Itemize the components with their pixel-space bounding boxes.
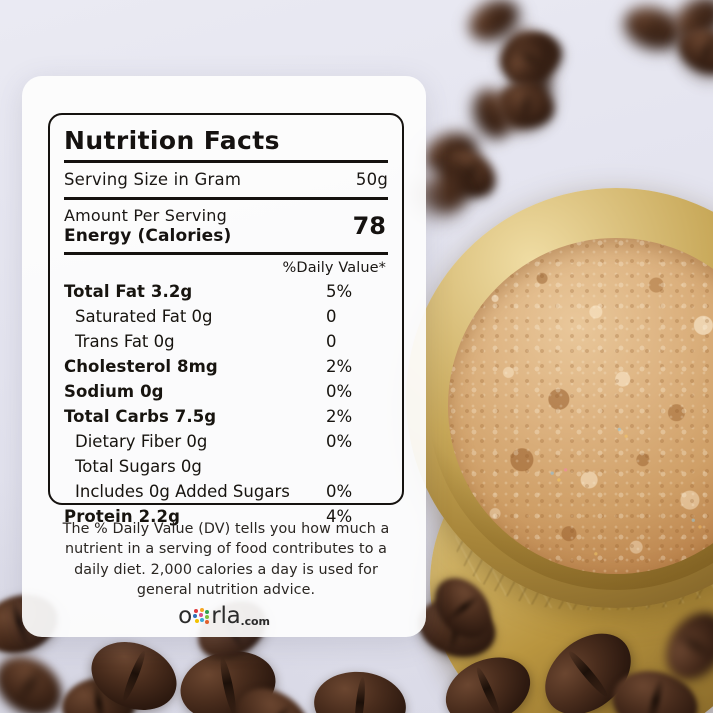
energy-calories-label: Energy (Calories)	[64, 225, 232, 246]
nutrient-row: Total Carbs 7.5g 2%	[64, 404, 388, 429]
coffee-foam-bubbles	[448, 238, 713, 574]
amount-per-serving-label: Amount Per Serving	[64, 205, 227, 225]
logo-dot	[205, 620, 210, 625]
nutrient-row: Trans Fat 0g 0	[64, 329, 388, 354]
nutrient-daily-value: 2%	[326, 407, 353, 427]
divider-under-energy	[64, 251, 388, 255]
nutrient-list: Total Fat 3.2g 5% Saturated Fat 0g 0 Trans F…	[64, 278, 388, 530]
nutrition-facts-card: Nutrition Facts Serving Size in Gram 50g…	[22, 76, 426, 637]
logo-dot	[194, 609, 199, 614]
nutrient-name: Trans Fat 0g	[75, 331, 175, 351]
page-title: Nutrition Facts	[64, 126, 280, 155]
nutrient-name: Saturated Fat 0g	[75, 306, 213, 326]
nutrient-name: Dietary Fiber 0g	[75, 432, 208, 452]
nutrient-daily-value: 0%	[326, 432, 353, 452]
nutrient-row: Dietary Fiber 0g 0%	[64, 429, 388, 454]
nutrient-name: Total Fat 3.2g	[64, 281, 193, 301]
nutrient-row: Total Sugars 0g	[64, 454, 388, 479]
coffee-foam-iridescence	[448, 238, 713, 574]
nutrient-name: Cholesterol 8mg	[64, 356, 218, 376]
logo-dot	[193, 614, 198, 619]
nutrient-name: Total Sugars 0g	[75, 457, 202, 477]
serving-size-label: Serving Size in Gram	[64, 169, 242, 189]
logo-letters-rla: rla	[211, 603, 241, 629]
nutrient-row: Protein 2.2g 4%	[64, 504, 388, 529]
nutrient-daily-value: 0	[326, 331, 337, 351]
nutrient-name: Sodium 0g	[64, 382, 164, 402]
coffee-surface	[448, 238, 713, 574]
logo-dot	[195, 619, 200, 624]
logo-letter-o: o	[178, 603, 193, 629]
nutrient-daily-value: 0%	[326, 482, 353, 502]
logo-dot	[205, 615, 210, 620]
logo-tld: .com	[240, 614, 270, 628]
nutrient-daily-value: 0	[326, 306, 337, 326]
divider-under-serving	[64, 196, 388, 200]
nutrient-name: Includes 0g Added Sugars	[75, 482, 290, 502]
nutrient-row: Total Fat 3.2g 5%	[64, 279, 388, 304]
logo-dot	[205, 610, 210, 615]
nutrient-row: Saturated Fat 0g 0	[64, 304, 388, 329]
serving-size-value: 50g	[355, 169, 388, 189]
nutrient-row: Includes 0g Added Sugars 0%	[64, 479, 388, 504]
divider-under-title	[64, 159, 388, 163]
nutrient-row: Sodium 0g 0%	[64, 379, 388, 404]
logo-dot	[199, 613, 204, 618]
nutrient-name: Total Carbs 7.5g	[64, 407, 217, 427]
nutrient-daily-value: 0%	[326, 382, 353, 402]
nutrient-daily-value: 2%	[326, 356, 353, 376]
nutrient-daily-value: 4%	[326, 507, 353, 527]
amount-per-serving-row: Amount Per Serving Energy (Calories) 78	[64, 200, 388, 252]
orla-logo[interactable]: o rla .com	[22, 605, 426, 628]
logo-dot	[200, 618, 205, 623]
logo-dot	[200, 608, 205, 613]
daily-value-footnote: The % Daily Value (DV) tells you how muc…	[62, 521, 390, 598]
nutrition-facts-panel: Nutrition Facts Serving Size in Gram 50g…	[48, 113, 404, 526]
nutrient-row: Cholesterol 8mg 2%	[64, 354, 388, 379]
amount-per-serving-left: Amount Per Serving Energy (Calories)	[64, 206, 231, 247]
coffee-foam-fine-bubbles	[448, 238, 713, 574]
serving-size-row: Serving Size in Gram 50g	[64, 163, 388, 197]
nutrient-daily-value: 5%	[326, 281, 353, 301]
logo-dot-cluster-icon	[193, 608, 210, 627]
energy-calories-value: 78	[352, 212, 386, 241]
nutrient-name: Protein 2.2g	[64, 507, 181, 527]
daily-value-header: %Daily Value*	[282, 259, 386, 276]
